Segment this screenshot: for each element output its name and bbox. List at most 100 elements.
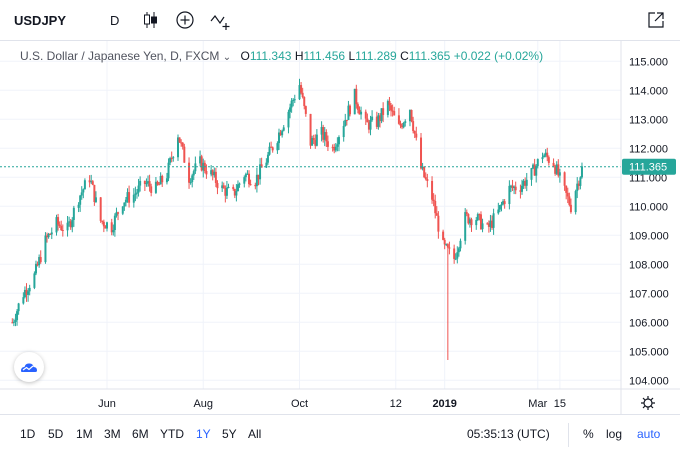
candle-body xyxy=(188,162,191,183)
candle xyxy=(312,134,315,145)
candle-body xyxy=(181,142,184,147)
candle xyxy=(402,121,405,129)
fullscreen-icon[interactable] xyxy=(645,9,667,31)
candle xyxy=(557,159,560,178)
candle xyxy=(266,152,269,165)
range-1m-button[interactable]: 1M xyxy=(76,427,93,441)
candle xyxy=(60,220,63,231)
candle-body xyxy=(569,204,572,213)
candle-body xyxy=(80,192,83,196)
candle-body xyxy=(124,199,127,203)
candle xyxy=(497,202,500,215)
candle xyxy=(22,292,25,305)
candle xyxy=(380,108,383,124)
candle-body xyxy=(574,191,577,213)
price-tick-label: 115.000 xyxy=(629,56,668,68)
candle xyxy=(143,180,146,192)
candle-body xyxy=(519,190,522,192)
range-5d-button[interactable]: 5D xyxy=(48,427,64,441)
add-indicator-icon[interactable] xyxy=(174,9,196,31)
candle-body xyxy=(508,185,511,205)
candle xyxy=(72,205,75,227)
candle-body xyxy=(91,181,94,185)
candle-body xyxy=(202,162,205,171)
candle-body xyxy=(244,174,247,178)
candle-body xyxy=(68,221,71,223)
candle xyxy=(11,318,14,324)
candle xyxy=(360,106,363,120)
candle xyxy=(66,215,69,237)
range-6m-button[interactable]: 6M xyxy=(132,427,149,441)
candle xyxy=(303,96,306,110)
candle-body xyxy=(292,99,295,101)
candles xyxy=(11,78,583,360)
compare-icon[interactable] xyxy=(209,9,231,31)
candle xyxy=(57,213,60,231)
candle xyxy=(270,141,273,148)
range-all-button[interactable]: All xyxy=(248,427,262,441)
legend-chevron-icon[interactable]: ⌄ xyxy=(222,52,232,63)
candle xyxy=(281,129,284,138)
candle xyxy=(145,178,148,187)
range-ytd-button[interactable]: YTD xyxy=(160,427,184,441)
candle xyxy=(200,154,203,172)
candle xyxy=(77,202,80,213)
candle-body xyxy=(12,321,15,323)
candle-body xyxy=(491,220,494,228)
candle-body xyxy=(301,92,304,98)
candle xyxy=(315,129,318,147)
low-value: 111.289 xyxy=(355,49,397,63)
candles-icon[interactable] xyxy=(139,9,161,31)
candle xyxy=(50,227,53,240)
price-chart[interactable]: 104.000 105.000 106.000 107.000 108.000 109.0… xyxy=(0,41,680,414)
candle-body xyxy=(110,222,113,233)
candle-body xyxy=(524,180,527,186)
candle-body xyxy=(148,181,151,187)
tradingview-logo[interactable] xyxy=(14,352,44,382)
candle xyxy=(227,183,230,189)
candle xyxy=(377,112,380,130)
candle xyxy=(356,102,359,114)
candle xyxy=(371,110,374,122)
candle-body xyxy=(213,171,216,176)
range-5y-button[interactable]: 5Y xyxy=(222,427,237,441)
candle-body xyxy=(393,111,396,116)
candle xyxy=(192,169,195,180)
candle-body xyxy=(487,223,490,227)
percent-scale-button[interactable]: % xyxy=(583,427,594,441)
candle-body xyxy=(69,221,72,228)
candle-body xyxy=(167,162,170,179)
candle xyxy=(61,224,64,237)
candle-body xyxy=(576,183,579,192)
candle-body xyxy=(500,204,503,206)
candle xyxy=(576,177,579,199)
candle xyxy=(117,211,120,221)
candle xyxy=(502,199,505,206)
candle xyxy=(170,151,173,163)
candle-body xyxy=(552,162,555,167)
candle-body xyxy=(300,85,303,93)
price-tick-label: 107.000 xyxy=(629,288,669,300)
range-1y-button[interactable]: 1Y xyxy=(196,427,211,441)
candle xyxy=(279,129,282,136)
candle-body xyxy=(90,181,93,183)
candle xyxy=(121,206,124,216)
candle-body xyxy=(94,197,97,203)
candle-body xyxy=(27,291,30,295)
interval-button[interactable]: D xyxy=(110,13,120,28)
range-1d-button[interactable]: 1D xyxy=(20,427,36,441)
candle-body xyxy=(369,120,372,130)
range-3m-button[interactable]: 3M xyxy=(104,427,121,441)
symbol-search-button[interactable]: USDJPY xyxy=(14,13,67,28)
candle-body xyxy=(238,183,241,185)
timezone-clock[interactable]: 05:35:13 (UTC) xyxy=(467,427,550,441)
candle xyxy=(16,309,19,326)
log-scale-button[interactable]: log xyxy=(606,427,623,441)
candle-body xyxy=(88,180,91,183)
auto-scale-button[interactable]: auto xyxy=(637,427,661,441)
candle-body xyxy=(546,152,549,158)
candle xyxy=(552,158,555,168)
candle xyxy=(260,157,263,168)
candle-body xyxy=(333,146,336,151)
candle xyxy=(580,162,583,179)
